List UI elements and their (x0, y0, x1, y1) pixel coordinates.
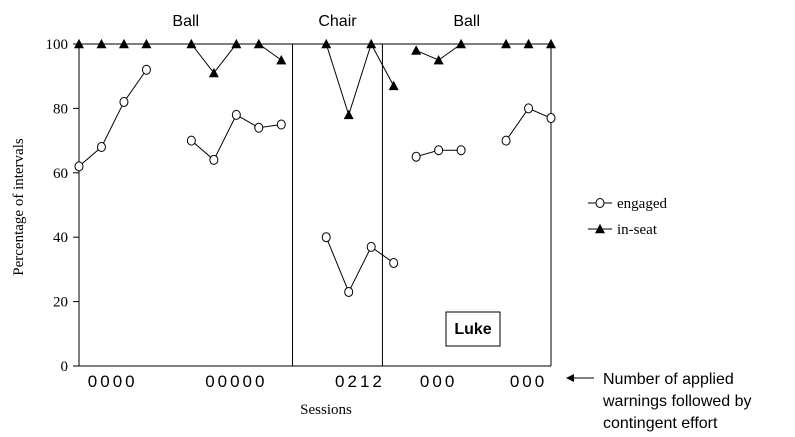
y-tick-label: 0 (61, 359, 69, 375)
participant-box: Luke (445, 311, 501, 347)
engaged-marker (546, 113, 556, 124)
legend-label: engaged (617, 196, 667, 212)
annotation-text: contingent effort (603, 415, 718, 432)
in-seat-line (325, 42, 395, 117)
in-seat-marker (118, 38, 129, 49)
warnings-row-value: 000 (510, 372, 547, 391)
engaged-marker (119, 96, 129, 107)
annotation: Number of applied warnings followed by con… (566, 371, 752, 432)
warnings-row-value: 0000 (88, 372, 138, 391)
in-seat-marker (141, 38, 152, 49)
in-seat-marker (595, 223, 605, 234)
in-seat-marker (321, 38, 332, 49)
in-seat-marker (253, 38, 264, 49)
in-seat-marker (74, 38, 84, 49)
annotation-text: Number of applied (603, 371, 734, 388)
warnings-row-value: 00000 (205, 372, 267, 391)
engaged-line (325, 237, 394, 294)
phase-label: Ball (453, 13, 480, 30)
legend: engaged in-seat (588, 196, 667, 238)
engaged-marker (186, 135, 196, 146)
in-seat-marker (411, 45, 422, 55)
y-axis-label: Percentage of intervals (11, 138, 27, 276)
axes: 0 20 40 60 80 100 Percentage of intervals Sessi… (11, 37, 552, 418)
engaged-marker (276, 119, 286, 130)
participant-box-frame (445, 311, 501, 347)
engaged-marker (456, 145, 466, 156)
y-tick-label: 40 (53, 230, 68, 246)
in-seat-marker (388, 80, 399, 91)
phase-label: Chair (318, 13, 357, 30)
in-seat-marker (523, 38, 534, 49)
warnings-row-value: 000 (420, 372, 457, 391)
engaged-marker (595, 198, 605, 208)
y-tick-label: 20 (53, 295, 68, 311)
in-seat-marker (433, 54, 444, 65)
y-tick-label: 60 (53, 166, 68, 182)
series-lines (78, 42, 552, 294)
in-seat-marker (208, 67, 219, 78)
phase-labels: Ball Chair Ball (172, 13, 480, 30)
in-seat-marker (501, 38, 512, 49)
in-seat-marker (276, 54, 287, 65)
phase-dividers (292, 44, 383, 366)
engaged-marker (501, 135, 511, 146)
engaged-marker (411, 151, 421, 162)
engaged-line (191, 114, 282, 161)
annotation-arrow-head (566, 374, 574, 382)
in-seat-marker (546, 38, 556, 49)
y-tick-label: 80 (53, 101, 68, 117)
engaged-marker (389, 257, 399, 268)
in-seat-marker (456, 38, 467, 49)
engaged-marker (524, 103, 534, 114)
engaged-marker (141, 64, 151, 75)
x-axis-label: Sessions (300, 402, 352, 418)
engaged-marker (434, 145, 444, 156)
in-seat-marker (186, 38, 197, 49)
engaged-marker (366, 241, 376, 252)
legend-label: in-seat (617, 222, 658, 238)
engaged-marker (74, 161, 84, 172)
in-seat-marker (231, 38, 242, 49)
warnings-row: 0000 00000 0212 000 000 (88, 372, 547, 391)
engaged-marker (321, 232, 331, 243)
engaged-line (78, 69, 147, 167)
engaged-marker (344, 286, 354, 297)
series-markers (74, 38, 556, 297)
in-seat-marker (343, 109, 354, 120)
y-tick-label: 100 (46, 37, 69, 53)
in-seat-line (190, 43, 282, 74)
phase-label: Ball (172, 13, 199, 30)
in-seat-marker (96, 38, 107, 49)
annotation-text: warnings followed by (602, 393, 752, 410)
engaged-marker (209, 154, 219, 165)
in-seat-marker (366, 38, 377, 49)
warnings-row-value: 0212 (335, 372, 385, 391)
engaged-marker (231, 109, 241, 120)
engaged-marker (96, 142, 106, 153)
participant-label: Luke (454, 321, 491, 338)
engaged-marker (254, 122, 264, 133)
